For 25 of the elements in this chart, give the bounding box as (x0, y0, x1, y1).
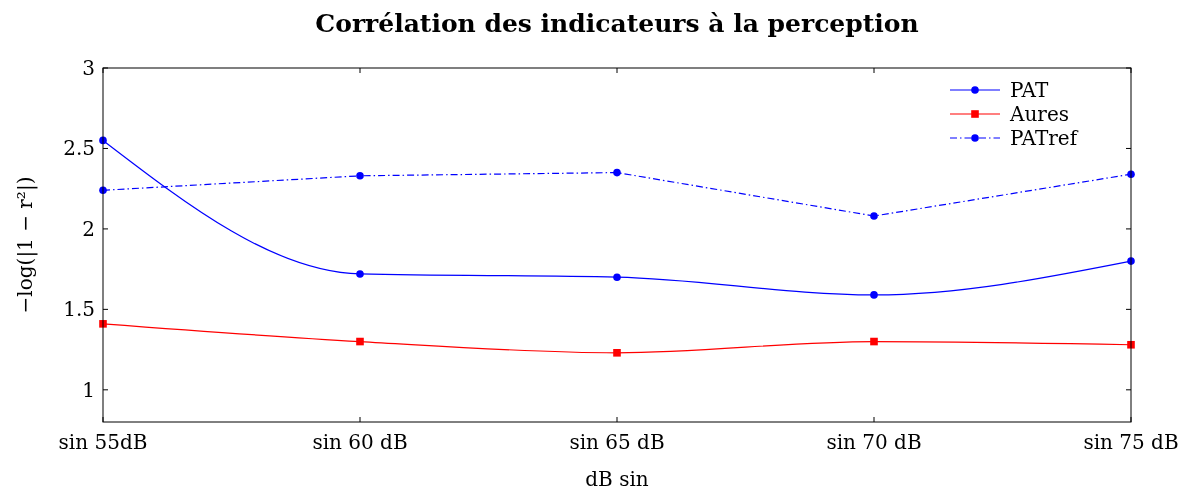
point (613, 168, 621, 177)
legend-label: Aures (1009, 102, 1069, 126)
x-tick-label: sin 60 dB (312, 430, 408, 454)
point (613, 349, 621, 357)
point (870, 291, 878, 299)
point (356, 337, 364, 346)
y-tick-label: 2 (82, 216, 95, 241)
legend-label: PAT (1010, 78, 1049, 102)
point (870, 337, 878, 346)
point (870, 212, 878, 220)
x-axis-title: dB sin (585, 467, 649, 491)
y-tick-label: 2.5 (63, 136, 95, 161)
point (356, 270, 364, 278)
x-tick-label: sin 55dB (58, 430, 148, 454)
x-tick-label: sin 65 dB (569, 430, 665, 454)
x-tick-label: sin 75 dB (1083, 430, 1179, 454)
y-tick-label: 1 (82, 377, 95, 402)
y-axis-title: −log(|1 − r²|) (13, 176, 38, 314)
legend-label: PATref (1010, 126, 1079, 150)
point (613, 273, 621, 281)
chart-title: Corrélation des indicateurs à la perception (315, 9, 919, 38)
y-tick-label: 1.5 (63, 297, 95, 322)
point (356, 172, 364, 180)
y-tick-label: 3 (82, 56, 95, 80)
x-tick-label: sin 70 dB (826, 430, 922, 454)
